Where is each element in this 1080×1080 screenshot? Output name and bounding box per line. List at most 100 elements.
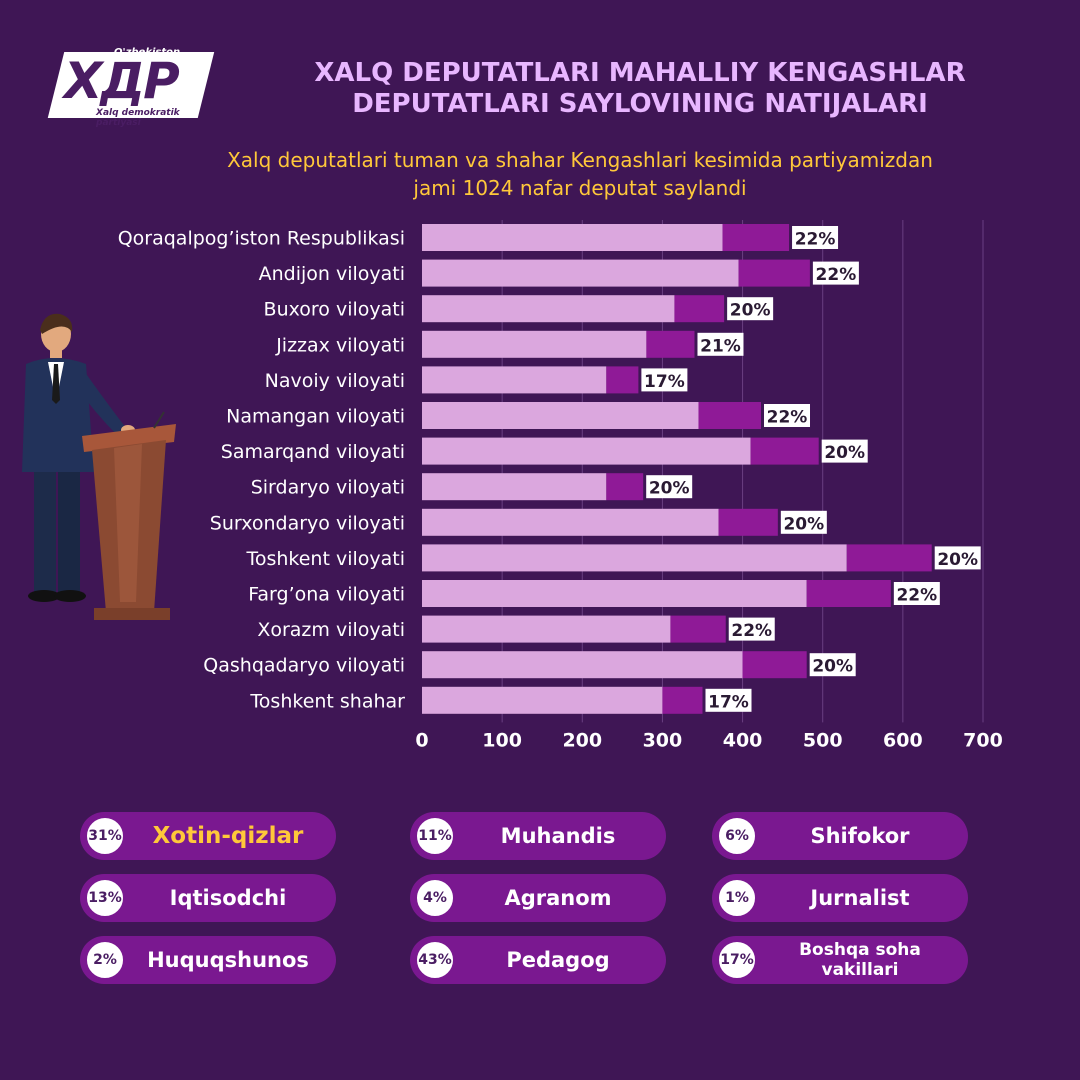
data-label-box (705, 688, 752, 712)
x-tick-label: 500 (803, 729, 843, 751)
bar-highlight-segment (722, 224, 790, 251)
bar-highlight-segment (718, 508, 778, 536)
legend-label: Huquqshunos (147, 948, 309, 972)
bar-main-segment (422, 259, 739, 287)
x-tick-label: 400 (723, 729, 763, 751)
bar-main-segment (422, 580, 807, 607)
data-label-box (728, 617, 775, 641)
bar-main-segment (422, 473, 607, 501)
category-label: Toshkent viloyati (245, 548, 405, 570)
bar-main-segment (422, 437, 751, 465)
bar-highlight-segment (606, 366, 639, 394)
legend-pill-lawyer: 2% Huquqshunos (80, 936, 336, 984)
category-label: Andijon viloyati (259, 263, 405, 285)
data-label-box (809, 653, 856, 677)
category-label: Surxondaryo viloyati (210, 512, 405, 534)
data-label: 22% (816, 265, 857, 285)
legend-label: Pedagog (506, 948, 610, 972)
data-label-box (812, 261, 859, 285)
legend-label: Xotin-qizlar (152, 823, 304, 849)
speaker-at-podium-illustration (22, 313, 176, 620)
data-label: 22% (731, 621, 772, 641)
legend-pill-agronomist: 4% Agranom (410, 874, 666, 922)
legend-pill-women: 31% Xotin-qizlar (80, 812, 336, 860)
bar-highlight-segment (698, 402, 762, 429)
bar-main-segment (422, 615, 671, 643)
logo-main-text: XДP (64, 52, 180, 110)
bar-highlight-segment (674, 295, 725, 323)
bar-highlight-segment (750, 437, 819, 465)
x-tick-label: 300 (643, 729, 683, 751)
data-label: 20% (783, 514, 824, 534)
category-label: Namangan viloyati (226, 406, 405, 428)
data-label: 17% (644, 372, 685, 392)
category-label: Toshkent shahar (249, 690, 405, 712)
data-label: 22% (795, 230, 836, 250)
legend-pill-journalist: 1% Jurnalist (712, 874, 968, 922)
legend-pill-economist: 13% Iqtisodchi (80, 874, 336, 922)
logo-sub-text: Xalq demokratik partiyasi (96, 108, 180, 128)
legend-percent-badge: 6% (716, 815, 758, 857)
data-label-box (641, 368, 688, 392)
legend-percent-badge: 4% (414, 877, 456, 919)
bar-main-segment (422, 508, 719, 536)
x-tick-label: 600 (883, 729, 923, 751)
bar-main-segment (422, 651, 743, 679)
category-label: Buxoro viloyati (264, 299, 405, 321)
subtitle-line-1: Xalq deputatlari tuman va shahar Kengash… (227, 148, 933, 172)
bar-main-segment (422, 402, 699, 429)
legend-label: Iqtisodchi (169, 886, 287, 910)
category-label: Qoraqalpog’iston Respublikasi (118, 228, 405, 250)
data-label-box (764, 404, 811, 427)
category-label: Sirdaryo viloyati (251, 477, 405, 499)
bar-main-segment (422, 686, 663, 714)
data-label: 21% (700, 336, 741, 356)
category-label: Farg’ona viloyati (248, 584, 405, 606)
logo-top-text: O'zbekiston (114, 47, 181, 58)
data-label: 20% (730, 301, 771, 321)
legend-label: Jurnalist (810, 886, 910, 910)
subtitle-line-2: jami 1024 nafar deputat saylandi (413, 176, 747, 200)
party-logo: O'zbekiston XДP Xalq demokratik partiyas… (47, 46, 215, 128)
legend-percent-badge: 31% (84, 815, 126, 857)
data-label-box (792, 226, 839, 249)
page-title: XALQ DEPUTATLARI MAHALLIY KENGASHLAR DEP… (240, 58, 1040, 120)
category-label: Jizzax viloyati (275, 334, 405, 356)
data-label: 17% (708, 692, 749, 712)
title-line-2: DEPUTATLARI SAYLOVINING NATIJALARI (352, 89, 928, 119)
data-label: 20% (649, 479, 690, 499)
bar-highlight-segment (742, 651, 807, 679)
title-line-1: XALQ DEPUTATLARI MAHALLIY KENGASHLAR (314, 58, 966, 88)
data-label-box (934, 546, 981, 570)
category-label: Qashqadaryo viloyati (203, 655, 405, 677)
legend-pill-engineer: 11% Muhandis (410, 812, 666, 860)
deputies-bar-chart: 0 100 200 300 400 500 600 700 Qoraqalpog’iston R… (118, 220, 1003, 751)
legend-pill-doctor: 6% Shifokor (712, 812, 968, 860)
legend-pill-other: 17% Boshqa soha vakillari (712, 936, 968, 984)
legend-percent-badge: 17% (716, 939, 758, 981)
category-label: Navoiy viloyati (265, 370, 405, 392)
bar-main-segment (422, 295, 675, 323)
data-label-box (893, 582, 940, 605)
data-label: 22% (896, 586, 937, 606)
data-label: 20% (824, 443, 865, 463)
bar-main-segment (422, 366, 607, 394)
data-label-box (727, 297, 774, 321)
bar-highlight-segment (646, 330, 695, 358)
data-label-box (646, 475, 693, 499)
legend-percent-badge: 13% (84, 877, 126, 919)
x-tick-label: 200 (562, 729, 602, 751)
legend-label: Boshqa soha vakillari (799, 940, 921, 980)
legend-pill-teacher: 43% Pedagog (410, 936, 666, 984)
bar-highlight-segment (670, 615, 726, 643)
bar-highlight-segment (738, 259, 810, 287)
bar-highlight-segment (662, 686, 703, 714)
page-subtitle: Xalq deputatlari tuman va shahar Kengash… (150, 146, 1010, 202)
bar-highlight-segment (606, 473, 644, 501)
category-label: Samarqand viloyati (221, 441, 405, 463)
x-tick-label: 700 (963, 729, 1003, 751)
data-label: 22% (767, 408, 808, 428)
legend-percent-badge: 1% (716, 877, 758, 919)
bar-highlight-segment (846, 544, 932, 572)
bar-main-segment (422, 544, 847, 572)
